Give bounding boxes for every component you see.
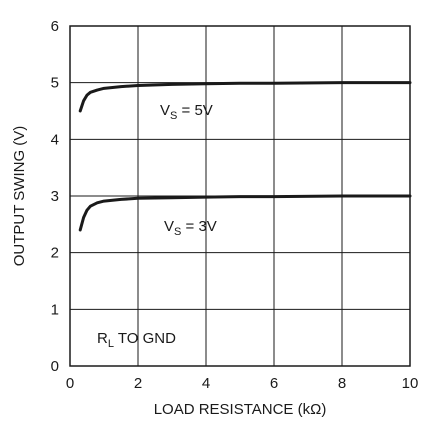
annotation-subscript: S	[170, 110, 177, 122]
y-tick-label: 5	[51, 75, 59, 92]
y-tick-label: 4	[51, 131, 59, 148]
y-axis-label: OUTPUT SWING (V)	[11, 126, 28, 267]
annotation-subscript: S	[174, 226, 181, 238]
y-tick-label: 2	[51, 245, 59, 262]
x-axis-label: LOAD RESISTANCE (kΩ)	[154, 401, 327, 418]
annotation-rest: = 5V	[177, 102, 212, 119]
plot-frame	[69, 25, 411, 367]
x-tick-label: 2	[134, 375, 142, 392]
series-line-0	[78, 81, 412, 113]
series-line-1	[78, 194, 412, 232]
y-tick-label: 1	[51, 301, 59, 318]
annotation-main: V	[164, 218, 174, 235]
x-tick-label: 0	[66, 375, 74, 392]
x-tick-label: 4	[202, 375, 210, 392]
y-tick-label: 0	[51, 358, 59, 375]
x-tick-label: 10	[402, 375, 419, 392]
series-group	[78, 81, 412, 232]
annotation-vs-5v: VS = 5V	[160, 102, 213, 122]
annotation-rl-to-gnd: RL TO GND	[97, 330, 176, 350]
y-tick-label: 6	[51, 18, 59, 35]
annotation-subscript: L	[108, 338, 114, 350]
x-tick-label: 8	[338, 375, 346, 392]
annotation-vs-3v: VS = 3V	[164, 218, 217, 238]
tick-labels: 0 2 4 6 8 10 0 1 2 3 4 5 6	[51, 18, 419, 392]
x-tick-label: 6	[270, 375, 278, 392]
annotation-main: V	[160, 102, 170, 119]
annotation-main: R	[97, 330, 108, 347]
y-tick-label: 3	[51, 188, 59, 205]
annotation-rest: TO GND	[114, 330, 176, 347]
annotation-rest: = 3V	[181, 218, 216, 235]
